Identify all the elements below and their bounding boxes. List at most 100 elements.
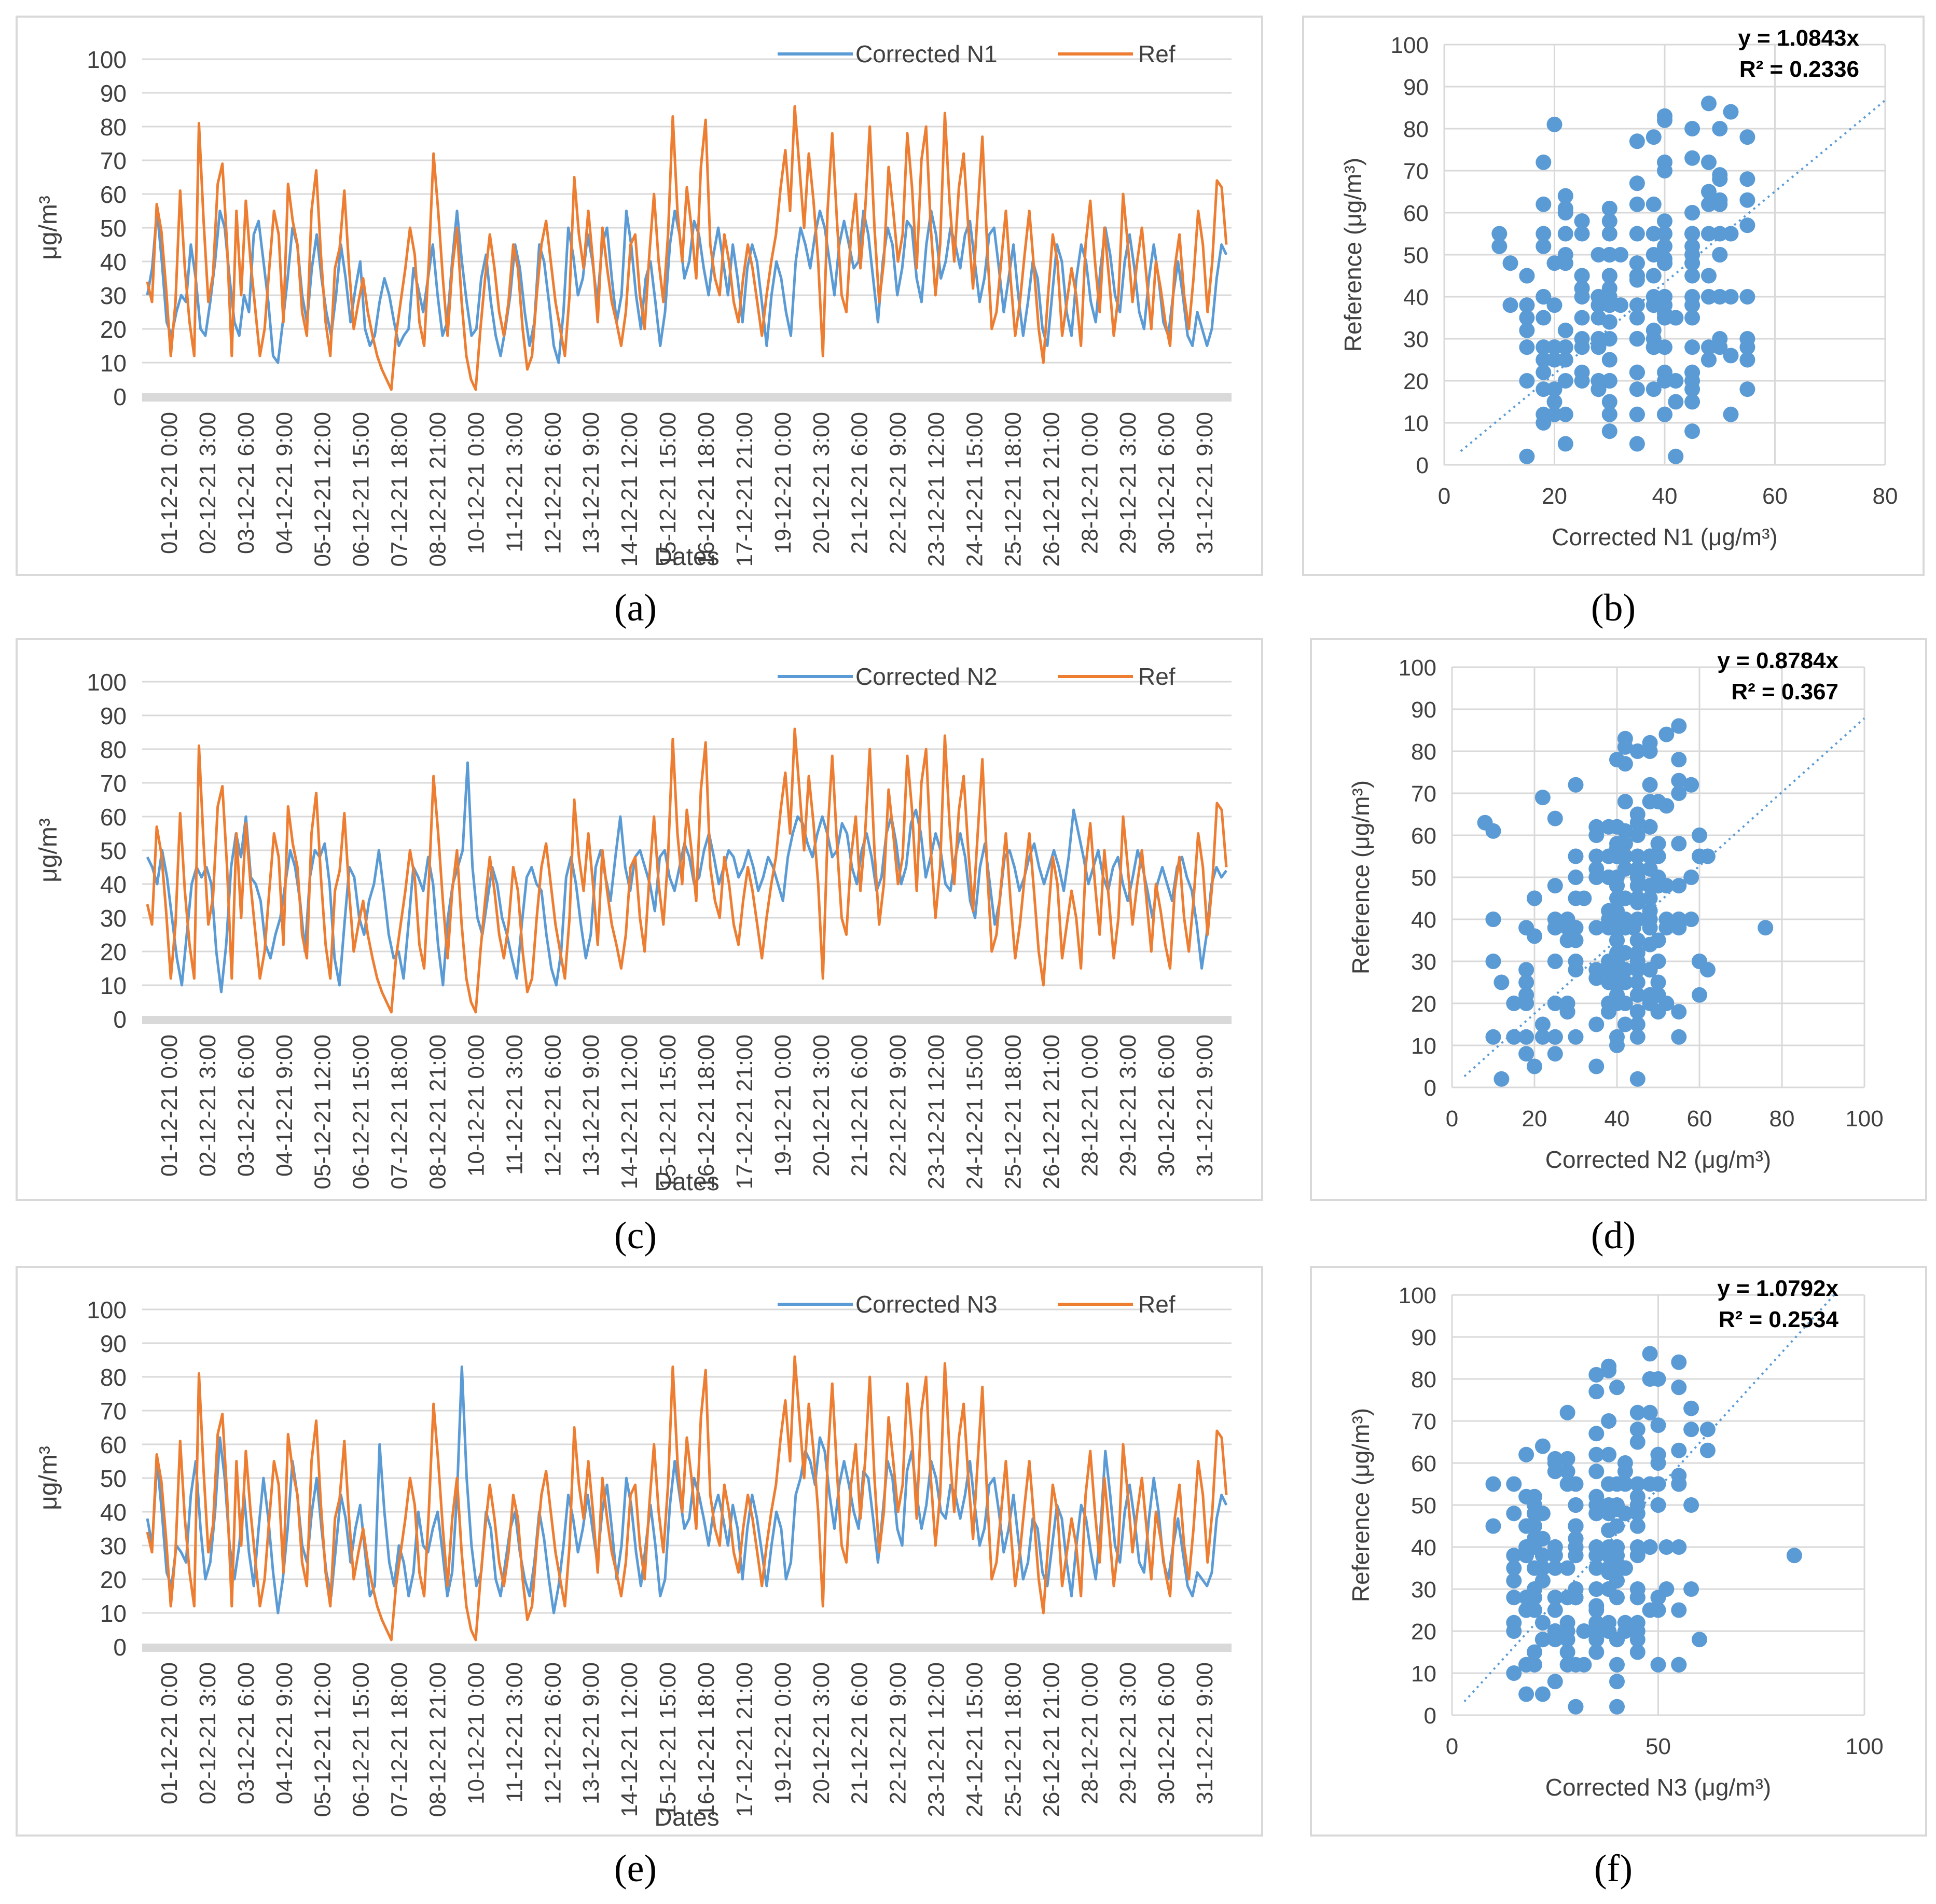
scatter-point [1518, 1046, 1534, 1062]
scatter-point [1546, 255, 1562, 271]
scatter-point [1629, 1518, 1645, 1534]
scatter-point [1645, 247, 1662, 263]
scatter-point [1712, 247, 1728, 263]
scatter-point [1671, 1379, 1687, 1396]
scatter-point [1506, 1623, 1522, 1639]
x-tick-label: 17-12-21 21:00 [732, 1034, 757, 1189]
x-tick-label: 02-12-21 3:00 [195, 412, 220, 554]
scatter-point [1557, 436, 1573, 452]
scatter-point [1519, 268, 1535, 284]
scatter-panel-d: 0 10 20 30 40 50 60 70 80 90 100 0 20 40 60 80 100 y = 0.… [1310, 638, 1927, 1201]
scatter-point [1547, 878, 1563, 894]
scatter-point [1684, 423, 1700, 439]
y-tick-label: 50 [1403, 243, 1429, 268]
legend-label-ref: Ref [1138, 663, 1176, 690]
x-tick-label: 15-12-21 15:00 [655, 412, 681, 567]
scatter-point [1547, 810, 1563, 826]
scatter-point [1650, 1657, 1666, 1673]
scatter-point [1568, 870, 1584, 885]
x-tick-label: 50 [1645, 1734, 1671, 1759]
y-axis-title: Reference (μg/m³) [1347, 780, 1374, 974]
caption-b: (b) [1561, 586, 1665, 630]
series-line-ref [146, 727, 1228, 1014]
x-tick-label: 07-12-21 18:00 [387, 1034, 412, 1189]
scatter-point [1557, 339, 1573, 355]
scatter-point [1588, 1560, 1605, 1576]
trendline [1463, 718, 1865, 1078]
scatter-point [1684, 373, 1700, 389]
caption-a: (a) [584, 586, 687, 630]
scatter-point [1629, 1644, 1645, 1660]
y-tick-label: 50 [1411, 1493, 1436, 1519]
x-tick-label: 80 [1873, 484, 1898, 509]
scatter-point [1591, 310, 1607, 326]
scatter-point [1557, 205, 1573, 220]
scatter-point [1701, 184, 1717, 200]
scatter-point [1683, 1497, 1699, 1513]
x-tick-label: 0 [1438, 484, 1450, 509]
trend-equation: y = 1.0843x [1738, 25, 1859, 51]
scatter-point [1723, 226, 1739, 242]
series-line-ref [146, 105, 1228, 391]
scatter-point [1657, 289, 1672, 305]
scatter-point [1546, 352, 1562, 368]
scatter-point [1629, 1404, 1645, 1420]
scatter-point [1642, 920, 1658, 936]
y-tick-label: 60 [100, 181, 127, 208]
y-axis-title: Reference (μg/m³) [1339, 158, 1366, 352]
y-tick-label: 90 [100, 702, 127, 729]
x-tick-label: 21-12-21 6:00 [847, 1034, 873, 1177]
scatter-point [1657, 163, 1672, 178]
scatter-point [1536, 381, 1552, 397]
scatter-point [1568, 1029, 1584, 1045]
series-line-ref [146, 1355, 1228, 1641]
scatter-point [1588, 1548, 1605, 1564]
scatter-point [1477, 815, 1493, 831]
scatter-point [1601, 1476, 1617, 1492]
scatter-point [1574, 364, 1590, 380]
x-tick-label: 23-12-21 12:00 [924, 1034, 949, 1189]
scatter-point [1629, 1497, 1645, 1513]
scatter-point [1629, 175, 1645, 191]
x-tick-label: 19-12-21 0:00 [770, 1034, 796, 1177]
scatter-point [1617, 848, 1633, 864]
y-tick-label: 80 [1403, 117, 1429, 142]
x-tick-label: 0 [1446, 1106, 1458, 1132]
scatter-point [1671, 920, 1687, 936]
x-tick-label: 29-12-21 3:00 [1115, 1662, 1141, 1804]
scatter-point [1629, 133, 1645, 149]
scatter-point [1502, 255, 1518, 271]
x-tick-label: 15-12-21 15:00 [655, 1662, 681, 1817]
y-tick-label: 20 [100, 939, 127, 965]
scatter-point [1494, 1071, 1510, 1087]
scatter-point [1699, 962, 1716, 978]
scatter-point [1588, 962, 1605, 978]
series-line-corrected [146, 761, 1228, 994]
scatter-point [1625, 920, 1641, 936]
x-tick-label: 20-12-21 3:00 [809, 1034, 834, 1177]
scatter-point [1629, 436, 1645, 452]
scatter-point [1557, 188, 1573, 204]
y-tick-label: 0 [113, 1006, 127, 1033]
scatter-point [1642, 1539, 1658, 1555]
scatter-point [1547, 1560, 1563, 1576]
scatter-point [1534, 1615, 1551, 1631]
scatter-point [1546, 297, 1562, 313]
scatter-chart-b: 0 10 20 30 40 50 60 70 80 90 100 0 20 40 60 80 y = 1.084… [1339, 25, 1898, 550]
scatter-point [1684, 339, 1700, 355]
scatter-point [1609, 932, 1625, 948]
x-tick-label: 08-12-21 21:00 [425, 1034, 450, 1189]
scatter-point [1701, 95, 1717, 112]
scatter-point [1609, 1674, 1625, 1690]
x-tick-label: 30-12-21 6:00 [1154, 1034, 1179, 1177]
scatter-point [1786, 1548, 1802, 1564]
scatter-point [1574, 280, 1590, 296]
scatter-point [1519, 310, 1535, 326]
scatter-point [1657, 339, 1672, 355]
line-chart-panel-e: 0 10 20 30 40 50 60 70 80 90 100 01-12-21 0:00 02-12… [16, 1266, 1263, 1837]
scatter-point [1601, 1560, 1617, 1576]
scatter-point [1506, 1572, 1522, 1589]
x-tick-label: 05-12-21 12:00 [310, 1034, 336, 1189]
scatter-point [1668, 448, 1684, 464]
scatter-point [1588, 1497, 1605, 1513]
